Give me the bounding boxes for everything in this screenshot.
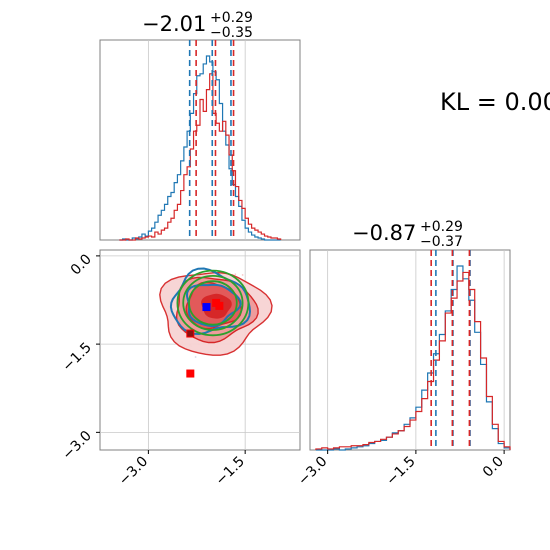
y-tick-label: −1.5 xyxy=(59,340,94,375)
red-square-marker xyxy=(215,301,224,310)
hist2-red-series xyxy=(315,271,511,450)
histogram-panel-param1 xyxy=(99,39,301,241)
hist1-red-series xyxy=(119,73,282,241)
dark-square-marker xyxy=(187,330,194,337)
green-contour xyxy=(182,274,244,331)
title-param1: −2.01 +0.29 −0.35 xyxy=(142,10,253,41)
x-tick-label: 0.0 xyxy=(480,454,507,481)
title-param2-main: −0.87 xyxy=(352,221,416,245)
title-param2-sup: +0.29 xyxy=(420,219,463,235)
x-tick-label: −3.0 xyxy=(116,454,151,489)
joint-2d-content xyxy=(159,267,273,378)
x-tick-label: −1.5 xyxy=(213,454,248,489)
green-contour xyxy=(188,280,238,326)
green-contour xyxy=(176,269,250,337)
title-param2-sub: −0.37 xyxy=(420,234,463,250)
joint-2d-panel: −3.0 −1.5 −3.0 −1.5 0.0 xyxy=(59,249,301,489)
title-param1-sup: +0.29 xyxy=(210,10,253,26)
x-tick-label: −1.5 xyxy=(383,454,418,489)
title-param2: −0.87 +0.29 −0.37 xyxy=(352,219,463,250)
red-square-marker xyxy=(186,369,195,378)
y-tick-label: −3.0 xyxy=(59,428,94,463)
panel-frame xyxy=(309,249,511,451)
blue-square-marker xyxy=(202,303,211,312)
y-tick-label: 0.0 xyxy=(68,251,95,278)
sample-point xyxy=(234,273,237,276)
sample-point xyxy=(194,356,197,358)
title-param1-main: −2.01 xyxy=(142,12,206,36)
histogram-panel-param2: −3.0 −1.5 0.0 xyxy=(295,249,511,489)
title-param1-sub: −0.35 xyxy=(210,25,253,41)
sample-point xyxy=(241,274,244,276)
panel-frame xyxy=(99,39,301,241)
kl-annotation: KL = 0.00 xyxy=(440,88,550,116)
x-tick-label: −3.0 xyxy=(295,454,330,489)
